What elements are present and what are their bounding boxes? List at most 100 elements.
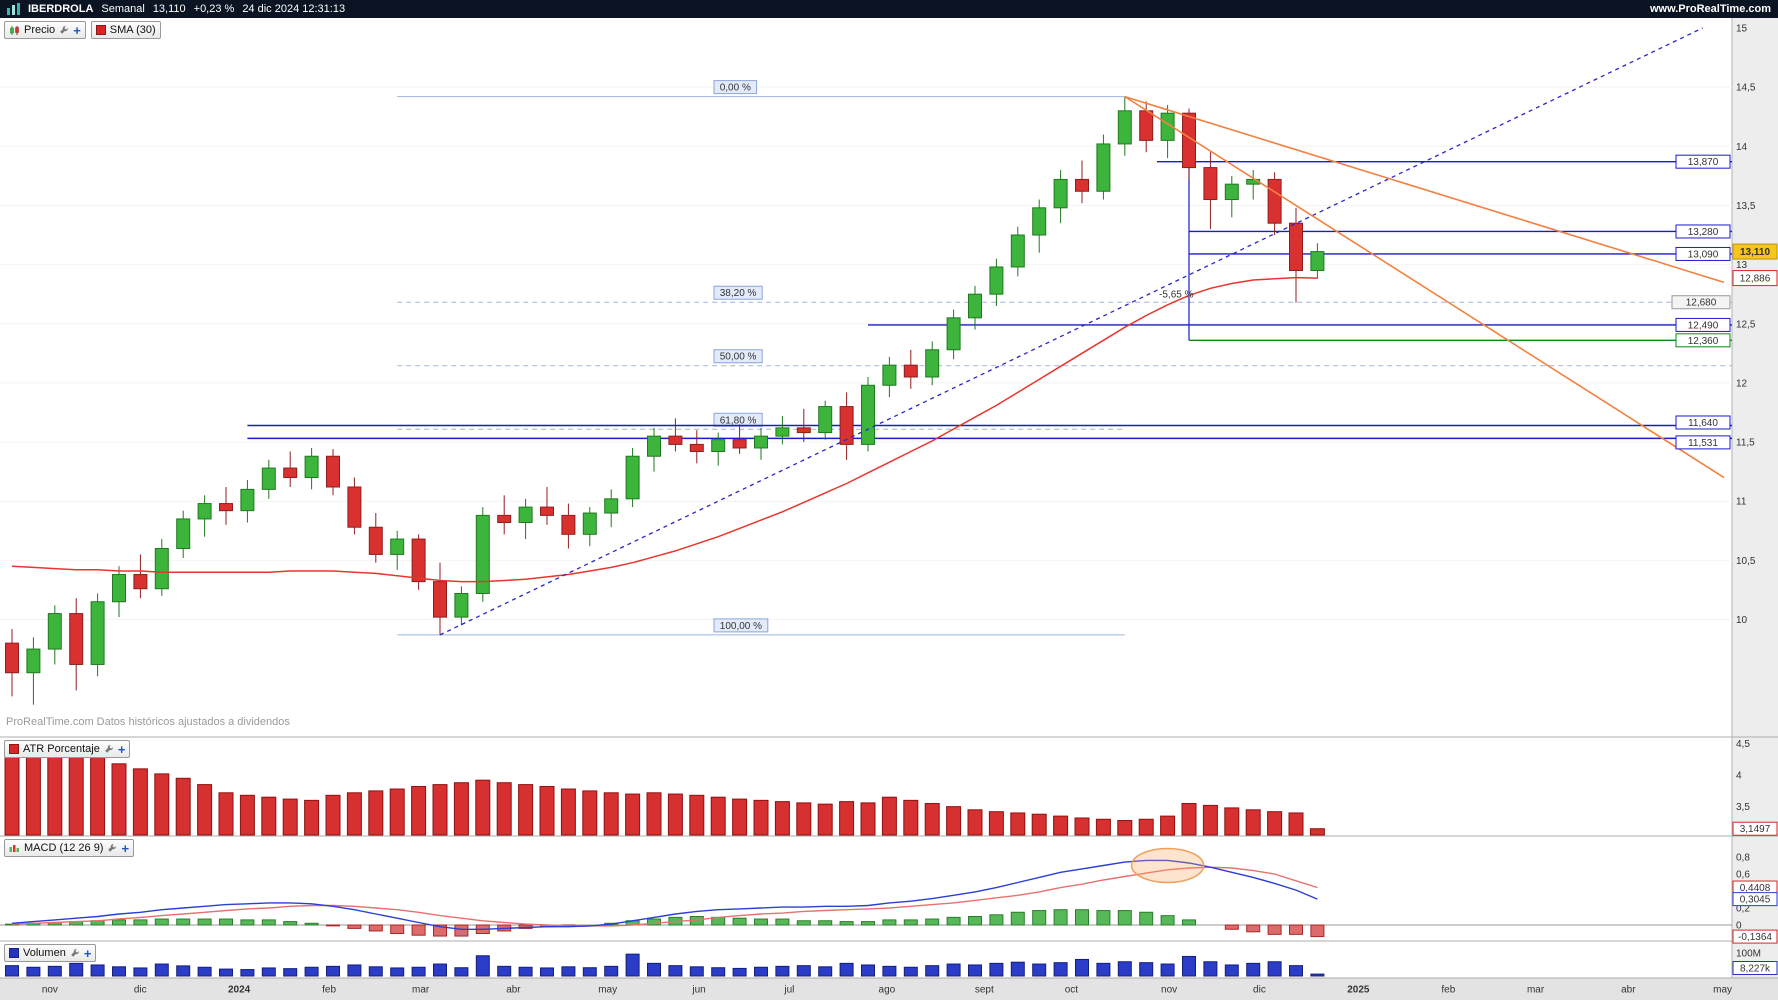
price-legend-label: Precio — [24, 24, 56, 36]
atr-panel[interactable] — [4, 741, 1325, 836]
svg-text:14: 14 — [1736, 142, 1748, 153]
svg-text:38,20 %: 38,20 % — [720, 288, 757, 299]
svg-text:11,531: 11,531 — [1688, 438, 1718, 449]
wrench-icon[interactable] — [70, 948, 80, 958]
candlestick-icon — [10, 25, 19, 35]
quote-datetime: 24 dic 2024 12:31:13 — [242, 3, 346, 15]
macd-legend-chip[interactable]: MACD (12 26 9) + — [4, 839, 135, 857]
svg-text:2025: 2025 — [1347, 985, 1370, 996]
svg-text:ago: ago — [879, 985, 896, 996]
add-indicator-icon[interactable]: + — [83, 945, 92, 961]
wrench-icon[interactable] — [104, 744, 114, 754]
volume-panel[interactable] — [5, 953, 1325, 977]
svg-text:sept: sept — [975, 985, 994, 996]
atr-legend-chip[interactable]: ATR Porcentaje + — [4, 740, 131, 758]
svg-text:mar: mar — [412, 985, 430, 996]
svg-text:feb: feb — [1441, 985, 1455, 996]
svg-text:dic: dic — [134, 985, 147, 996]
svg-text:13,5: 13,5 — [1736, 201, 1756, 212]
svg-text:100,00 %: 100,00 % — [720, 621, 762, 632]
svg-text:13,110: 13,110 — [1740, 247, 1770, 258]
add-indicator-icon[interactable]: + — [73, 22, 81, 38]
svg-text:jul: jul — [783, 985, 794, 996]
price-legend-chip[interactable]: Precio + — [4, 21, 86, 39]
wrench-icon[interactable] — [59, 25, 69, 35]
volume-legend-label: Volumen — [23, 947, 66, 959]
svg-text:oct: oct — [1065, 985, 1079, 996]
svg-text:3,5: 3,5 — [1736, 802, 1750, 813]
svg-text:may: may — [1713, 985, 1732, 996]
svg-text:2024: 2024 — [228, 985, 251, 996]
svg-text:0,6: 0,6 — [1736, 870, 1750, 881]
right-axis[interactable]: 15 14,5 14 13,5 13 12,5 12 11,5 11 10,5 10 13,110 12… — [1732, 24, 1778, 975]
svg-text:0,4408: 0,4408 — [1740, 883, 1771, 894]
svg-text:may: may — [598, 985, 617, 996]
volume-color-swatch — [9, 948, 19, 958]
svg-text:8,227k: 8,227k — [1740, 964, 1771, 975]
atr-color-swatch — [9, 744, 19, 754]
svg-text:nov: nov — [1161, 985, 1177, 996]
svg-text:13,090: 13,090 — [1688, 249, 1719, 260]
svg-text:0,8: 0,8 — [1736, 853, 1750, 864]
svg-text:13,280: 13,280 — [1688, 227, 1719, 238]
price-panel[interactable]: 0,00 % 38,20 % 12,680 50,00 % 61,80 % 100,00 … — [5, 27, 1733, 705]
symbol-name: IBERDROLA — [28, 3, 94, 15]
macd-legend-label: MACD (12 26 9) — [24, 842, 104, 854]
wrench-icon[interactable] — [107, 843, 117, 853]
macd-panel-legend: MACD (12 26 9) + — [4, 839, 135, 857]
atr-panel-legend: ATR Porcentaje + — [4, 740, 131, 758]
svg-text:mar: mar — [1527, 985, 1545, 996]
panel-separators — [0, 736, 1778, 979]
svg-text:12,360: 12,360 — [1688, 336, 1719, 347]
svg-text:-0,1364: -0,1364 — [1738, 932, 1772, 943]
svg-text:4,5: 4,5 — [1736, 739, 1750, 750]
svg-text:feb: feb — [322, 985, 336, 996]
add-indicator-icon[interactable]: + — [117, 741, 126, 757]
svg-text:12,886: 12,886 — [1740, 274, 1771, 285]
svg-text:14,5: 14,5 — [1736, 83, 1756, 94]
svg-text:15: 15 — [1736, 24, 1748, 35]
chart-backgrounds — [0, 18, 1778, 1000]
svg-text:abr: abr — [506, 985, 521, 996]
svg-text:12,680: 12,680 — [1686, 298, 1717, 309]
svg-text:13: 13 — [1736, 260, 1748, 271]
watermark: ProRealTime.com Datos históricos ajustad… — [6, 716, 290, 728]
chart-canvas[interactable]: 0,00 % 38,20 % 12,680 50,00 % 61,80 % 100,00 … — [0, 18, 1778, 1000]
timeframe-label: Semanal — [101, 3, 145, 15]
svg-text:10: 10 — [1736, 615, 1748, 626]
atr-legend-label: ATR Porcentaje — [23, 743, 100, 755]
site-link[interactable]: www.ProRealTime.com — [1649, 3, 1771, 15]
top-bar: IBERDROLA Semanal 13,110 +0,23 % 24 dic … — [0, 0, 1778, 18]
svg-text:dic: dic — [1253, 985, 1266, 996]
svg-text:12,490: 12,490 — [1688, 320, 1719, 331]
svg-text:0: 0 — [1736, 921, 1742, 932]
svg-text:abr: abr — [1621, 985, 1636, 996]
prorealtime-chart-icon — [7, 3, 20, 15]
macd-icon — [9, 845, 19, 852]
sma-legend-label: SMA (30) — [109, 24, 156, 36]
macd-panel[interactable] — [0, 847, 1732, 938]
add-indicator-icon[interactable]: + — [121, 840, 130, 856]
price-panel-legend: Precio + SMA (30) — [4, 21, 161, 39]
macd-cross-ellipse[interactable] — [1130, 847, 1205, 884]
svg-text:-5,65 %: -5,65 % — [1159, 290, 1194, 301]
svg-text:4: 4 — [1736, 771, 1742, 782]
svg-text:61,80 %: 61,80 % — [720, 415, 757, 426]
svg-text:11,640: 11,640 — [1688, 418, 1718, 429]
svg-text:3,1497: 3,1497 — [1740, 824, 1771, 835]
time-axis[interactable]: nov dic 2024 feb mar abr may jun jul ago sept oct no… — [42, 985, 1732, 996]
volume-panel-legend: Volumen + — [4, 944, 97, 962]
price-change: +0,23 % — [193, 3, 235, 15]
sma-legend-chip[interactable]: SMA (30) — [90, 21, 161, 39]
svg-text:0,00 %: 0,00 % — [720, 83, 751, 94]
svg-text:100M: 100M — [1736, 949, 1761, 960]
svg-text:11: 11 — [1736, 497, 1747, 508]
svg-text:0,2: 0,2 — [1736, 904, 1750, 915]
svg-text:0,3045: 0,3045 — [1740, 895, 1771, 906]
volume-legend-chip[interactable]: Volumen + — [4, 944, 97, 962]
svg-text:nov: nov — [42, 985, 58, 996]
svg-text:jun: jun — [691, 985, 705, 996]
svg-text:12,5: 12,5 — [1736, 319, 1756, 330]
svg-text:13,870: 13,870 — [1688, 157, 1719, 168]
svg-text:12: 12 — [1736, 378, 1748, 389]
